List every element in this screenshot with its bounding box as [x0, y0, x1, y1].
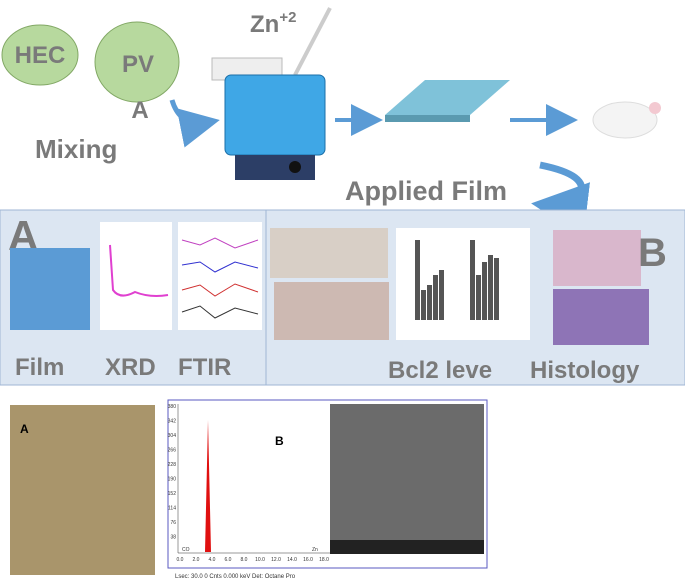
pva-label: PV: [122, 51, 154, 78]
stirrer: [235, 155, 315, 180]
film-edge: [385, 115, 470, 122]
beaker: [224, 74, 326, 156]
pva-label-2: A: [131, 97, 148, 124]
y-tick-label: 266: [168, 448, 177, 454]
x-tick-label: 8.0: [241, 557, 248, 563]
histology-image: [553, 289, 649, 345]
y-tick-label: 38: [170, 535, 176, 541]
bcl2-bars: [415, 240, 499, 320]
label: Histology: [530, 357, 640, 384]
y-tick-label: 342: [168, 419, 177, 425]
rat-ear: [649, 102, 661, 114]
x-tick-label: 10.0: [255, 557, 265, 563]
mixing-label: Mixing: [35, 134, 117, 164]
label: Bcl2 leve: [388, 357, 492, 384]
x-tick-label: 4.0: [209, 557, 216, 563]
knob: [289, 161, 301, 173]
zn-label: Zn+2: [250, 9, 296, 38]
y-tick-label: 228: [168, 462, 177, 468]
y-tick-label: 76: [170, 520, 176, 526]
histology-image: [553, 230, 641, 286]
x-tick-label: 6.0: [225, 557, 232, 563]
x-tick-label: 18.0: [319, 557, 329, 563]
film-photo: [10, 405, 155, 575]
ftir-curve: [181, 237, 259, 249]
x-tick-label: 14.0: [287, 557, 297, 563]
film-square: [10, 248, 90, 330]
edx-ticks: 380 342 304 266 228 190 152 114 76 38 0.0 2.0 4.0 6.0…: [168, 404, 329, 563]
photo-label: A: [20, 422, 29, 436]
hec-label: HEC: [15, 42, 66, 69]
film-slab: [385, 80, 510, 115]
y-tick-label: 190: [168, 477, 177, 483]
label: FTIR: [178, 354, 231, 381]
zn-charge: +2: [279, 9, 296, 26]
y-tick-label: 114: [168, 506, 176, 512]
ftir-image: [178, 222, 262, 330]
x-tick-label: 16.0: [303, 557, 313, 563]
y-tick-label: 304: [168, 433, 177, 439]
applied-film-label: Applied Film: [345, 176, 507, 206]
label: XRD: [105, 354, 156, 381]
arrow: [169, 99, 220, 148]
zn-symbol: Zn: [250, 11, 279, 38]
wound-photo: [274, 282, 389, 340]
pva-bubble: [94, 21, 180, 103]
peak-label: CO: [182, 547, 190, 553]
x-tick-label: 12.0: [271, 557, 281, 563]
ftir-curve: [181, 305, 259, 319]
ftir-curve: [181, 283, 259, 297]
pipette: [293, 7, 332, 76]
panel-b-label: B: [638, 231, 667, 275]
rat: [592, 101, 658, 139]
peak-label: Zn: [312, 547, 318, 553]
hec-bubble: [1, 24, 79, 86]
edx-footer: Lsec: 30.0 0 Cnts 0.000 keV Det: Octane …: [175, 574, 296, 580]
sem-image: [330, 404, 484, 554]
wound-photo: [270, 228, 388, 278]
xrd-curve: [109, 244, 169, 297]
ftir-curve: [181, 261, 259, 273]
sem-infobar: [330, 540, 484, 554]
arrow: [531, 161, 591, 238]
x-tick-label: 2.0: [193, 557, 200, 563]
x-tick-label: 0.0: [177, 557, 184, 563]
y-tick-label: 380: [168, 404, 177, 410]
xrd-image: [100, 222, 172, 330]
label: Film: [15, 354, 64, 381]
result-labels: Film XRD FTIR Bcl2 leve Histology: [15, 354, 640, 384]
edx-label: B: [275, 434, 284, 448]
y-tick-label: 152: [168, 491, 177, 497]
